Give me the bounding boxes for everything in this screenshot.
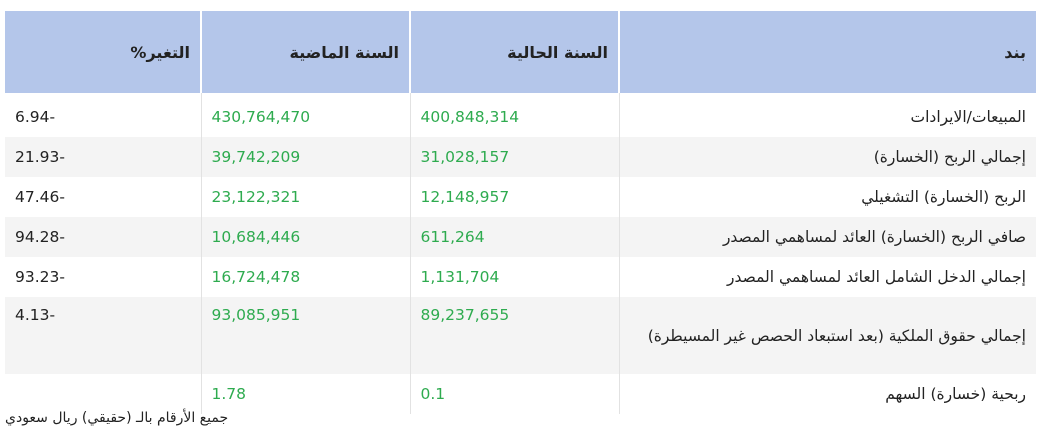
currency-footnote: جميع الأرقام بالـ (حقيقي) ريال سعودي: [5, 410, 229, 426]
table-row: المبيعات/الايرادات 400,848,314 430,764,4…: [5, 93, 1036, 137]
row-label: المبيعات/الايرادات: [618, 93, 1036, 137]
row-label: إجمالي الدخل الشامل العائد لمساهمي المصد…: [618, 257, 1036, 297]
row-label: ربحية (خسارة) السهم: [618, 374, 1036, 414]
change-value: [5, 374, 201, 414]
current-value: 12,148,957: [409, 177, 619, 217]
current-value: 611,264: [409, 217, 619, 257]
table-header-row: بند السنة الحالية السنة الماضية التغير%: [5, 11, 1036, 93]
change-value: -47.46: [15, 188, 65, 206]
previous-value: 1.78: [200, 374, 410, 414]
table-row: إجمالي الربح (الخسارة) 31,028,157 39,742…: [5, 137, 1036, 177]
change-value: -94.28: [5, 217, 201, 257]
change-value: -21.93: [5, 137, 201, 177]
change-value: -93.23: [15, 268, 65, 286]
financial-summary: بند السنة الحالية السنة الماضية التغير% …: [5, 11, 1036, 414]
table-row: إجمالي الدخل الشامل العائد لمساهمي المصد…: [5, 257, 1036, 297]
header-change: التغير%: [5, 11, 201, 93]
header-current-year: السنة الحالية: [409, 11, 619, 93]
table-row: ربحية (خسارة) السهم 0.1 1.78: [5, 374, 1036, 414]
previous-value: 23,122,321: [200, 177, 410, 217]
current-value: 0.1: [409, 374, 619, 414]
previous-value: 430,764,470: [200, 93, 410, 137]
current-value: 31,028,157: [409, 137, 619, 177]
table-row: إجمالي حقوق الملكية (بعد استبعاد الحصص غ…: [5, 297, 1036, 374]
change-value: -4.13: [5, 297, 201, 374]
row-label: صافي الربح (الخسارة) العائد لمساهمي المص…: [618, 217, 1036, 257]
financial-table: بند السنة الحالية السنة الماضية التغير% …: [5, 11, 1036, 414]
current-value: 400,848,314: [409, 93, 619, 137]
table-row: صافي الربح (الخسارة) العائد لمساهمي المص…: [5, 217, 1036, 257]
header-item: بند: [618, 11, 1036, 93]
row-label: إجمالي حقوق الملكية (بعد استبعاد الحصص غ…: [618, 297, 1036, 374]
header-previous-year: السنة الماضية: [200, 11, 410, 93]
current-value: 1,131,704: [409, 257, 619, 297]
change-value: -6.94: [15, 108, 56, 126]
previous-value: 16,724,478: [200, 257, 410, 297]
row-label: إجمالي الربح (الخسارة): [618, 137, 1036, 177]
table-row: الربح (الخسارة) التشغيلي 12,148,957 23,1…: [5, 177, 1036, 217]
row-label: الربح (الخسارة) التشغيلي: [618, 177, 1036, 217]
previous-value: 93,085,951: [200, 297, 410, 374]
previous-value: 39,742,209: [200, 137, 410, 177]
previous-value: 10,684,446: [200, 217, 410, 257]
current-value: 89,237,655: [409, 297, 619, 374]
